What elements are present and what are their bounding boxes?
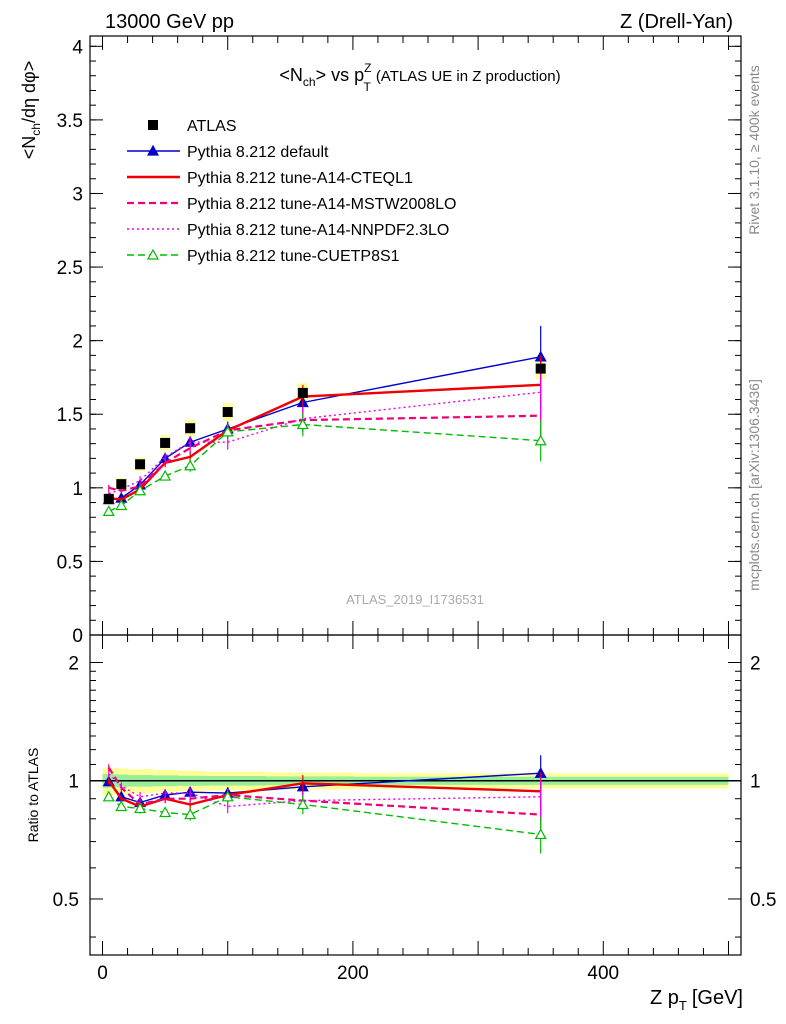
atlas-data-point <box>103 493 114 504</box>
atlas-data-point <box>185 423 196 434</box>
atlas-data-point <box>116 479 127 490</box>
main-series-marker <box>534 434 547 446</box>
legend: ATLAS Pythia 8.212 default Pythia 8.212 tu… <box>127 118 456 265</box>
ratio-series-line <box>107 767 541 816</box>
main-ytick-label: 1 <box>72 479 83 500</box>
atlas-data-point <box>297 387 308 398</box>
title-sub2: T <box>363 80 371 94</box>
ratio-ytick-label-right: 0.5 <box>750 890 776 911</box>
axes: 0 0.5 1 1.5 2 2.5 3 3.5 4 0 200 400 0.5 0.5 1 1 2 2 <box>53 35 776 984</box>
atlas-data-point <box>222 407 233 418</box>
ratio-series-marker <box>159 806 172 818</box>
ratio-series-marker <box>221 790 234 802</box>
title-mid: > vs p <box>316 65 365 85</box>
ratio-series-marker <box>102 790 115 802</box>
title-sup2: Z <box>364 61 371 75</box>
xtick-label: 0 <box>97 963 108 984</box>
main-series-marker <box>102 505 115 516</box>
main-series-line <box>108 414 541 492</box>
main-ylabel-a: <N <box>19 136 39 160</box>
main-series-marker <box>134 484 147 496</box>
main-ytick-label: 2 <box>72 332 83 353</box>
xtick-label: 200 <box>337 963 369 984</box>
atlas-data-point <box>160 437 171 448</box>
legend-marker <box>146 144 160 156</box>
mcplots-label: mcplots.cern.ch [arXiv:1306.3436] <box>746 379 762 591</box>
ratio-series-marker <box>134 802 147 814</box>
ratio-series-marker <box>534 828 547 840</box>
main-ytick-label: 1.5 <box>57 405 83 426</box>
ratio-ytick-label-right: 1 <box>750 772 761 793</box>
legend-label: Pythia 8.212 tune-CUETP8S1 <box>187 248 400 265</box>
ratio-ytick-label: 0.5 <box>53 890 79 911</box>
uncertainty-bands <box>102 357 729 795</box>
rivet-version-label: Rivet 3.1.10, ≥ 400k events <box>746 65 762 235</box>
main-series-marker <box>296 418 309 430</box>
xlabel-sub: T <box>679 998 687 1013</box>
ratio-ytick-label: 2 <box>68 654 79 675</box>
main-ytick-label: 0 <box>72 626 83 647</box>
ratio-ytick-label-right: 2 <box>750 654 761 675</box>
ratio-series-marker <box>115 800 128 812</box>
ratio-series-line <box>108 773 541 808</box>
main-series-line <box>108 356 541 501</box>
title-pre: <N <box>279 65 303 85</box>
xlabel-b: [GeV] <box>692 987 743 1009</box>
main-series-marker <box>184 459 197 471</box>
main-series-marker <box>115 499 128 511</box>
chart-title: <Nch> vs pZ T (ATLAS UE in Z production) <box>279 61 560 94</box>
xtick-label: 400 <box>587 963 619 984</box>
ratio-series-line <box>107 780 541 808</box>
main-series-marker <box>159 469 172 481</box>
atlas-data-point <box>535 363 546 374</box>
ratio-series-marker <box>296 798 309 810</box>
main-series-line <box>108 391 541 495</box>
title-sub1: ch <box>303 75 316 89</box>
main-ylabel-b: /dη dφ> <box>19 61 39 123</box>
main-ylabel-sub: ch <box>29 123 43 136</box>
legend-atlas-marker <box>148 120 158 130</box>
atlas-data-point <box>135 459 146 470</box>
main-series-marker <box>221 425 234 437</box>
ratio-series-line <box>108 796 541 836</box>
ratio-series-marker <box>184 808 197 820</box>
analysis-watermark: ATLAS_2019_I1736531 <box>346 592 484 607</box>
legend-label: Pythia 8.212 default <box>187 144 329 161</box>
xlabel-a: Z p <box>650 987 679 1009</box>
main-ytick-label: 4 <box>72 37 83 58</box>
title-post: (ATLAS UE in Z production) <box>376 68 561 85</box>
xlabel: Z pT [GeV] <box>650 987 743 1013</box>
ratio-ytick-label: 1 <box>68 772 79 793</box>
legend-label: Pythia 8.212 tune-A14-MSTW2008LO <box>187 196 456 213</box>
main-ytick-label: 3.5 <box>57 111 83 132</box>
ratio-ylabel: Ratio to ATLAS <box>25 748 41 843</box>
main-ylabel: <Nch/dη dφ> <box>19 61 43 159</box>
main-ytick-label: 0.5 <box>57 552 83 573</box>
legend-label: Pythia 8.212 tune-A14-NNPDF2.3LO <box>187 222 449 239</box>
data-points <box>103 363 546 504</box>
legend-atlas-label: ATLAS <box>187 118 237 135</box>
main-ytick-label: 2.5 <box>57 258 83 279</box>
header-left: 13000 GeV pp <box>105 11 234 33</box>
main-ytick-label: 3 <box>72 184 83 205</box>
main-series-line <box>108 383 541 501</box>
legend-label: Pythia 8.212 tune-A14-CTEQL1 <box>187 170 413 187</box>
ratio-frame <box>89 634 742 956</box>
main-series-line <box>108 423 541 513</box>
header-right: Z (Drell-Yan) <box>620 11 733 33</box>
legend-marker <box>146 248 160 260</box>
